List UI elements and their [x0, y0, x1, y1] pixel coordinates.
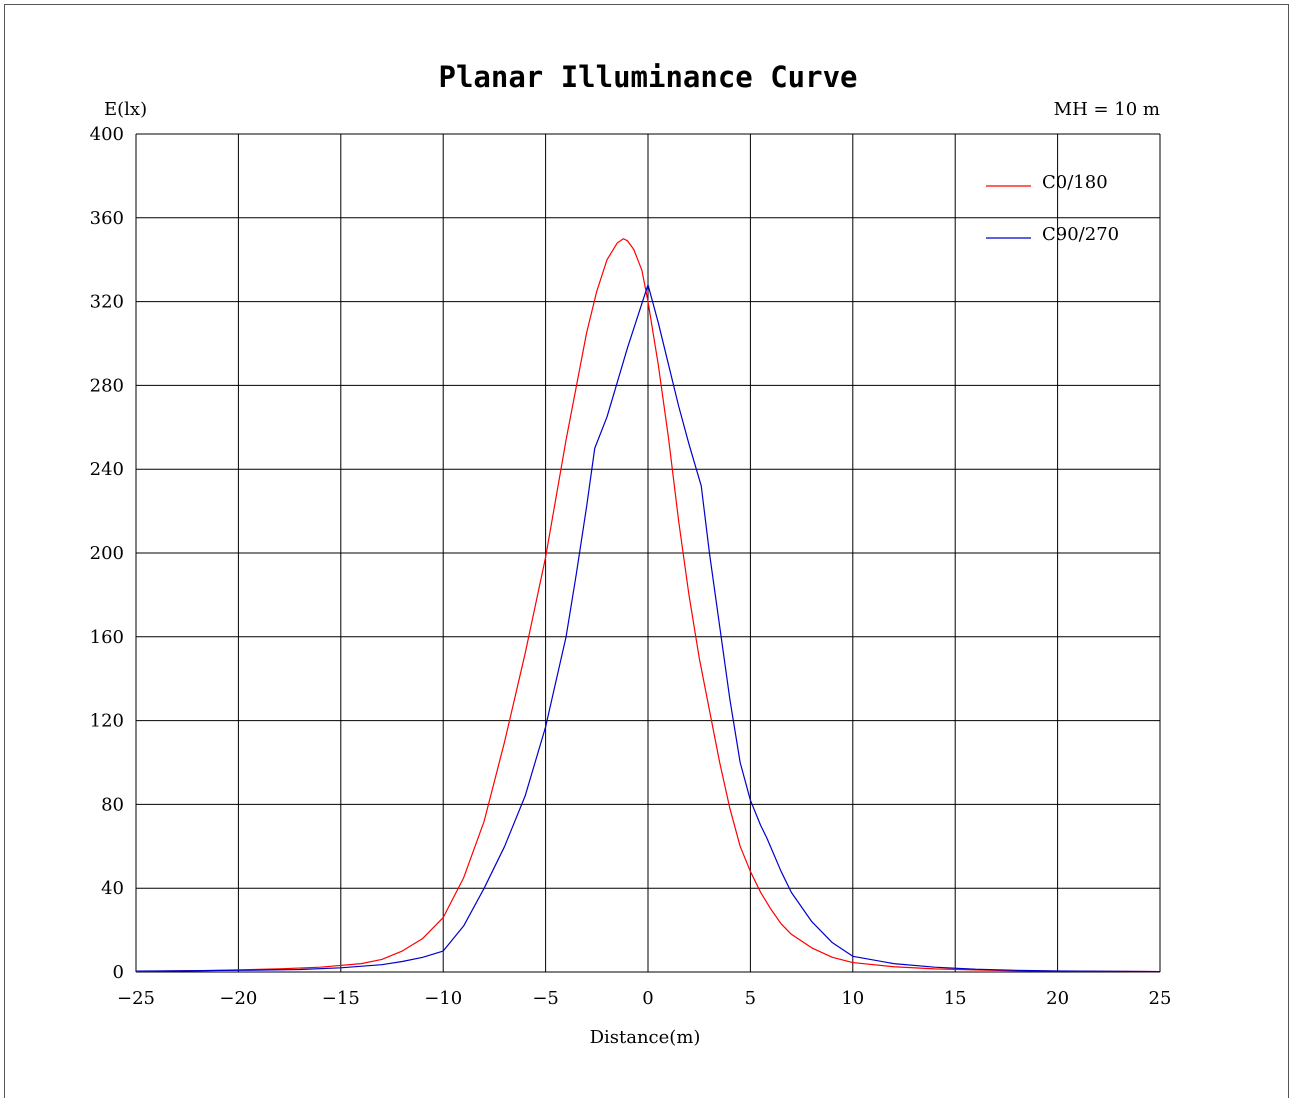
- y-tick-label: 280: [90, 375, 124, 396]
- y-tick-label: 240: [90, 459, 124, 480]
- y-axis-label: E(lx): [104, 99, 147, 120]
- y-tick-label: 160: [90, 627, 124, 648]
- legend: C0/180 C90/270: [986, 172, 1119, 245]
- legend-label-0: C0/180: [1042, 172, 1108, 193]
- x-tick-label: 25: [1149, 988, 1172, 1009]
- y-tick-label: 80: [101, 794, 124, 815]
- y-tick-label: 120: [90, 711, 124, 732]
- legend-label-1: C90/270: [1042, 224, 1119, 245]
- grid: [135, 133, 1161, 973]
- x-tick-label: −15: [322, 988, 360, 1009]
- y-tick-label: 40: [101, 878, 124, 899]
- x-axis-label: Distance(m): [590, 1027, 701, 1048]
- x-tick-label: −20: [219, 988, 257, 1009]
- x-tick-label: 5: [745, 988, 756, 1009]
- chart-title: Planar Illuminance Curve: [438, 60, 857, 94]
- chart-frame: [4, 4, 1289, 1098]
- series-line-0: [135, 238, 1161, 973]
- series-lines: [135, 238, 1161, 973]
- x-tick-label: 10: [841, 988, 864, 1009]
- tick-labels: −25 −20 −15 −10 −5 0 5 10 15 20 25 0 40 80 120 160 200 24…: [90, 124, 1172, 1009]
- x-tick-label: 0: [642, 988, 653, 1009]
- x-tick-label: 15: [944, 988, 967, 1009]
- y-tick-label: 200: [90, 543, 124, 564]
- x-tick-label: −25: [117, 988, 155, 1009]
- y-tick-label: 320: [90, 292, 124, 313]
- x-tick-label: −10: [424, 988, 462, 1009]
- y-tick-label: 400: [90, 124, 124, 145]
- x-tick-label: 20: [1046, 988, 1069, 1009]
- x-tick-label: −5: [532, 988, 559, 1009]
- y-tick-label: 0: [113, 962, 124, 983]
- y-tick-label: 360: [90, 208, 124, 229]
- series-line-1: [135, 284, 1161, 973]
- mounting-height-annotation: MH = 10 m: [1054, 99, 1160, 120]
